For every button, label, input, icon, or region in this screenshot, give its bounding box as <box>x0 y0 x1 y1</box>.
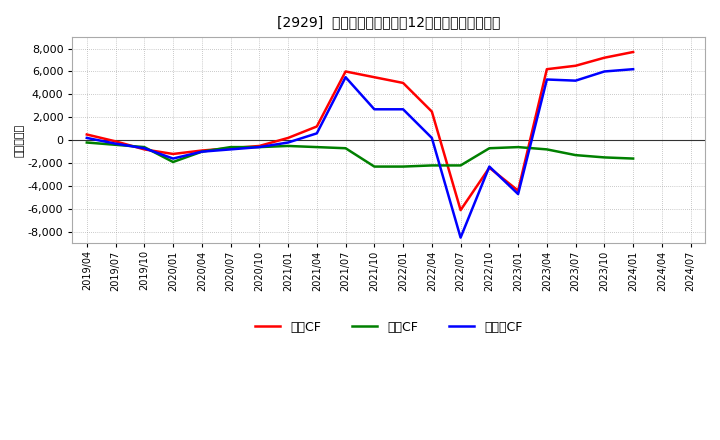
営業CF <box>341 69 350 74</box>
営業CF <box>456 208 465 213</box>
営業CF <box>428 109 436 114</box>
Legend: 営業CF, 投賃CF, フリーCF: 営業CF, 投賃CF, フリーCF <box>250 315 528 338</box>
営業CF <box>543 66 552 72</box>
フリーCF <box>83 135 91 140</box>
投賃CF <box>197 149 206 154</box>
営業CF <box>284 135 292 140</box>
投賃CF <box>226 144 235 150</box>
投賃CF <box>543 147 552 152</box>
フリーCF <box>399 106 408 112</box>
営業CF <box>312 124 321 129</box>
営業CF <box>485 165 494 170</box>
投賃CF <box>168 159 177 165</box>
フリーCF <box>140 146 148 151</box>
フリーCF <box>112 141 120 146</box>
Line: 投賃CF: 投賃CF <box>87 143 633 167</box>
フリーCF <box>284 140 292 145</box>
投賃CF <box>370 164 379 169</box>
投賃CF <box>571 153 580 158</box>
投賃CF <box>255 144 264 150</box>
フリーCF <box>543 77 552 82</box>
フリーCF <box>312 131 321 136</box>
投賃CF <box>485 146 494 151</box>
営業CF <box>226 146 235 151</box>
フリーCF <box>428 135 436 140</box>
営業CF <box>140 147 148 152</box>
フリーCF <box>514 191 523 197</box>
営業CF <box>514 188 523 193</box>
投賃CF <box>600 155 608 160</box>
フリーCF <box>456 235 465 240</box>
フリーCF <box>485 164 494 169</box>
投賃CF <box>140 144 148 150</box>
フリーCF <box>255 144 264 150</box>
Line: 営業CF: 営業CF <box>87 52 633 210</box>
フリーCF <box>226 147 235 152</box>
営業CF <box>255 143 264 149</box>
投賃CF <box>629 156 637 161</box>
営業CF <box>370 74 379 80</box>
フリーCF <box>197 149 206 154</box>
営業CF <box>197 148 206 153</box>
営業CF <box>571 63 580 68</box>
Y-axis label: （百万円）: （百万円） <box>15 124 25 157</box>
投賃CF <box>83 140 91 145</box>
営業CF <box>629 49 637 55</box>
投賃CF <box>456 163 465 168</box>
営業CF <box>112 139 120 144</box>
投賃CF <box>312 144 321 150</box>
フリーCF <box>370 106 379 112</box>
営業CF <box>600 55 608 60</box>
投賃CF <box>341 146 350 151</box>
投賃CF <box>399 164 408 169</box>
フリーCF <box>168 156 177 161</box>
投賃CF <box>112 142 120 147</box>
投賃CF <box>514 144 523 150</box>
営業CF <box>83 132 91 137</box>
営業CF <box>399 80 408 85</box>
フリーCF <box>629 66 637 72</box>
Line: フリーCF: フリーCF <box>87 69 633 238</box>
フリーCF <box>341 74 350 80</box>
フリーCF <box>600 69 608 74</box>
営業CF <box>168 151 177 157</box>
フリーCF <box>571 78 580 83</box>
投賃CF <box>428 163 436 168</box>
Title: [2929]  キャッシュフローの12か月移動合計の推移: [2929] キャッシュフローの12か月移動合計の推移 <box>277 15 500 29</box>
投賃CF <box>284 143 292 149</box>
